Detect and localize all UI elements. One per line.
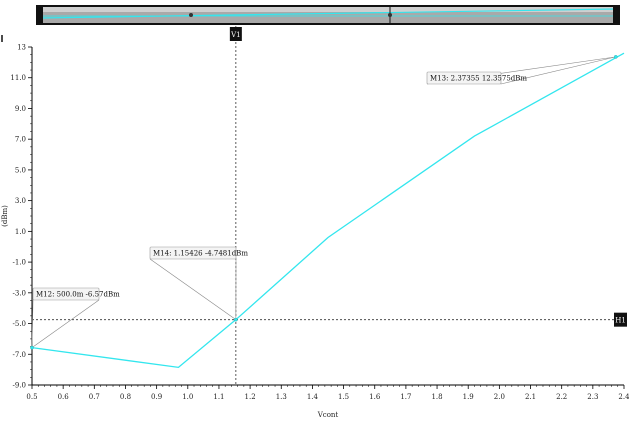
x-tick-label: 1.1 bbox=[213, 393, 224, 401]
x-tick-label: 2.0 bbox=[494, 393, 505, 401]
marker-box bbox=[32, 287, 100, 301]
zoom-navigator[interactable] bbox=[36, 5, 620, 25]
x-tick-label: 1.6 bbox=[369, 393, 381, 401]
marker-label: M14: 1.15426 -4.7481dBm bbox=[153, 250, 248, 258]
markers-layer: M12: 500.0m -6.57dBm M14: 1.15426 -4.7481… bbox=[30, 55, 618, 350]
navigator-marker-dot bbox=[388, 13, 392, 17]
vertical-cursor-label: V1 bbox=[230, 31, 241, 39]
y-tick-label: 1.0 bbox=[15, 228, 26, 236]
horizontal-cursor-tag[interactable] bbox=[614, 312, 627, 327]
y-tick-label: 3.0 bbox=[15, 197, 26, 205]
x-tick-label: 0.6 bbox=[58, 393, 70, 401]
y-tick-label: 7.0 bbox=[15, 136, 26, 144]
x-tick-label: 1.2 bbox=[245, 393, 256, 401]
navigator-trace bbox=[39, 8, 617, 19]
marker-leader bbox=[31, 299, 100, 348]
x-tick-label: 1.3 bbox=[276, 393, 287, 401]
marker-leader bbox=[149, 258, 237, 320]
navigator-highlight bbox=[40, 7, 616, 12]
y-tick-label: -3.0 bbox=[13, 289, 27, 297]
x-tick-label: 0.5 bbox=[26, 393, 37, 401]
marker-leader bbox=[500, 56, 616, 85]
marker-box bbox=[149, 246, 237, 260]
x-tick-label: 2.4 bbox=[618, 393, 629, 401]
marker-point bbox=[234, 317, 238, 322]
x-tick-label: 1.9 bbox=[463, 393, 474, 401]
x-tick-label: 1.4 bbox=[307, 393, 319, 401]
y-tick-label: -7.0 bbox=[13, 351, 27, 359]
y-tick-label: -5.0 bbox=[13, 320, 27, 328]
marker-box bbox=[426, 71, 502, 85]
y-tick-label: 9.0 bbox=[15, 105, 26, 113]
navigator-right-handle[interactable] bbox=[613, 6, 618, 24]
y-ticks: 13 11.0 9.0 7.0 5.0 3.0 1.0 -1.0 -3.0 -5.0 -7.0 -9.… bbox=[10, 44, 32, 390]
horizontal-cursor-label: H1 bbox=[615, 317, 626, 325]
navigator-left-handle[interactable] bbox=[38, 6, 43, 24]
x-tick-label: 0.7 bbox=[89, 393, 100, 401]
marker-point bbox=[613, 55, 618, 59]
x-tick-label: 1.8 bbox=[431, 393, 442, 401]
marker-leader bbox=[31, 299, 34, 348]
y-tick-label: -1.0 bbox=[13, 259, 27, 267]
x-tick-label: 0.9 bbox=[151, 393, 162, 401]
navigator-marker-dot bbox=[189, 13, 193, 17]
x-ticks: 0.5 0.6 0.7 0.8 0.9 1.0 1.1 1.2 1.3 1.4 1.5 1.6 1.7 1… bbox=[26, 385, 629, 401]
y-axis-title: (dBm) bbox=[1, 205, 9, 227]
x-tick-label: 0.8 bbox=[120, 393, 131, 401]
y-tick-label: 5.0 bbox=[15, 166, 26, 174]
x-tick-label: 1.7 bbox=[400, 393, 411, 401]
x-tick-label: 1.5 bbox=[338, 393, 349, 401]
vertical-cursor-tag[interactable] bbox=[229, 27, 242, 41]
x-tick-label: 2.1 bbox=[525, 393, 536, 401]
y-tick-label: 11.0 bbox=[10, 74, 26, 82]
x-tick-label: 2.2 bbox=[556, 393, 567, 401]
cursors[interactable]: V1 H1 bbox=[32, 26, 627, 385]
marker-label: M12: 500.0m -6.57dBm bbox=[36, 291, 120, 299]
x-axis-title: Vcont bbox=[317, 411, 339, 419]
y-tick-label: 13 bbox=[17, 44, 26, 52]
x-tick-label: 1.0 bbox=[182, 393, 193, 401]
marker-label: M13: 2.37355 12.3575dBm bbox=[430, 75, 527, 83]
x-tick-label: 2.3 bbox=[587, 393, 598, 401]
marker-point bbox=[30, 345, 34, 350]
series-line bbox=[31, 52, 625, 369]
series-layer bbox=[31, 52, 625, 369]
y-tick-label: -9.0 bbox=[13, 382, 27, 390]
